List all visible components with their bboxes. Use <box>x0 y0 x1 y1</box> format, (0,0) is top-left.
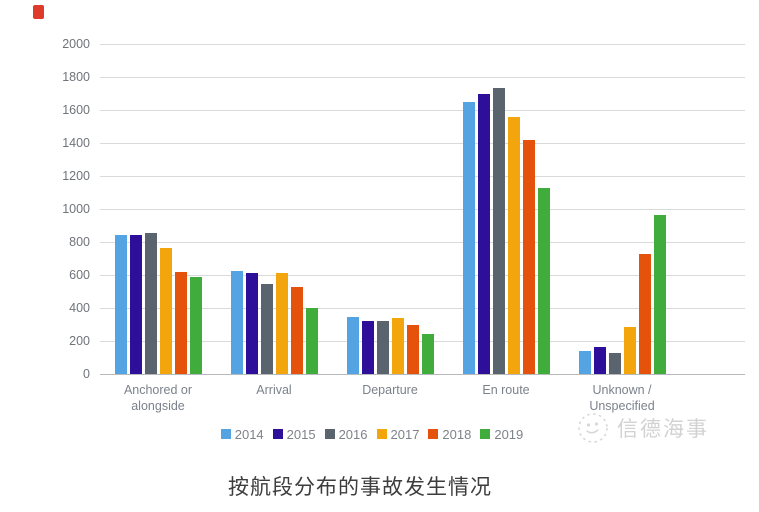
y-tick-label-800: 800 <box>69 235 90 249</box>
bar-2014-0 <box>114 235 127 374</box>
x-axis-label-2: Departure <box>362 383 418 397</box>
legend-swatch-2018 <box>428 429 439 439</box>
legend-label-2015: 2015 <box>286 426 316 442</box>
y-tick-label-1800: 1800 <box>62 70 90 84</box>
xinde-marine-logo-icon <box>578 413 608 443</box>
gridline-0 <box>100 374 745 375</box>
legend-swatch-2015 <box>272 429 283 439</box>
bar-2019-1 <box>305 308 318 374</box>
bar-2015-0 <box>129 234 142 374</box>
bar-2015-3 <box>477 93 490 374</box>
bar-2019-2 <box>421 334 434 374</box>
bar-chart: 0 200 400 600 800 1000 1200 1400 1600 1800 2000 An… <box>0 37 745 442</box>
plot-area <box>100 44 680 374</box>
gridline-1400 <box>100 143 745 144</box>
gridline-1600 <box>100 110 745 111</box>
legend-swatch-2019 <box>480 429 491 439</box>
legend-label-2014: 2014 <box>234 426 264 442</box>
bar-2018-4 <box>638 253 651 374</box>
bar-2017-4 <box>623 326 636 374</box>
x-axis-label-0: Anchored or alongside <box>123 383 193 414</box>
bar-2015-2 <box>361 321 374 374</box>
y-tick-label-1400: 1400 <box>62 136 90 150</box>
gridline-1000 <box>100 209 745 210</box>
x-axis-label-3: En route <box>482 383 530 397</box>
legend-label-2019: 2019 <box>494 426 524 442</box>
legend-label-2016: 2016 <box>338 426 368 442</box>
bar-2014-1 <box>230 270 243 374</box>
legend-swatch-2014 <box>220 429 231 439</box>
bar-2014-4 <box>578 350 591 374</box>
bar-group-2 <box>346 44 434 374</box>
x-axis: Anchored or alongside Arrival Departure En r… <box>100 382 680 415</box>
bar-2019-0 <box>189 276 202 374</box>
bar-2018-2 <box>406 325 419 374</box>
bar-group-0 <box>114 44 202 374</box>
bar-group-4 <box>578 44 666 374</box>
bar-2016-3 <box>492 87 505 374</box>
y-tick-label-2000: 2000 <box>62 37 90 51</box>
bar-2015-1 <box>245 273 258 374</box>
x-axis-label-4: Unknown / Unspecified <box>589 383 655 414</box>
bar-2014-3 <box>462 101 475 374</box>
legend-item-2015: 2015 <box>272 426 316 442</box>
gridline-800 <box>100 242 745 243</box>
legend-item-2019: 2019 <box>480 427 523 442</box>
gridline-600 <box>100 275 745 276</box>
y-tick-label-1200: 1200 <box>62 169 90 183</box>
bar-2017-1 <box>275 272 288 374</box>
gridline-1800 <box>100 77 745 78</box>
gridline-400 <box>100 308 745 309</box>
watermark: 信德海事 <box>576 408 756 448</box>
x-axis-label-1: Arrival <box>256 383 292 397</box>
legend-item-2017: 2017 <box>376 426 420 442</box>
bar-2016-1 <box>260 284 273 374</box>
y-tick-label-1600: 1600 <box>62 103 90 117</box>
legend: 2014 2015 2016 2017 2018 2019 <box>0 426 744 442</box>
legend-item-2018: 2018 <box>428 427 471 442</box>
bar-group-1 <box>230 44 318 374</box>
legend-item-2014: 2014 <box>220 426 264 442</box>
legend-label-2017: 2017 <box>390 426 420 442</box>
chart-caption: 按航段分布的事故发生情况 <box>228 475 492 499</box>
y-tick-label-400: 400 <box>69 301 90 315</box>
gridline-1200 <box>100 176 745 177</box>
bar-2019-3 <box>537 187 550 374</box>
watermark-text: 信德海事 <box>617 418 709 441</box>
bar-2018-1 <box>290 286 303 374</box>
legend-swatch-2016 <box>324 429 335 439</box>
y-tick-label-1000: 1000 <box>62 202 90 216</box>
legend-item-2016: 2016 <box>324 426 368 442</box>
bar-2019-4 <box>653 214 666 374</box>
y-tick-label-0: 0 <box>83 367 90 381</box>
bar-2016-4 <box>608 352 621 374</box>
bar-group-3 <box>462 44 550 374</box>
y-tick-label-600: 600 <box>69 268 90 282</box>
gridline-2000 <box>100 44 745 45</box>
y-tick-label-200: 200 <box>69 334 90 348</box>
bar-2016-2 <box>376 321 389 374</box>
bar-2016-0 <box>144 232 157 374</box>
bar-2015-4 <box>593 346 606 374</box>
legend-label-2018: 2018 <box>442 426 472 442</box>
bar-2018-3 <box>522 139 535 374</box>
bar-2018-0 <box>174 271 187 374</box>
legend-swatch-2017 <box>376 429 387 439</box>
bar-2017-2 <box>391 317 404 374</box>
bar-2014-2 <box>346 317 359 374</box>
bar-2017-3 <box>507 116 520 374</box>
red-mark-icon <box>33 5 44 19</box>
bar-2017-0 <box>159 247 172 374</box>
